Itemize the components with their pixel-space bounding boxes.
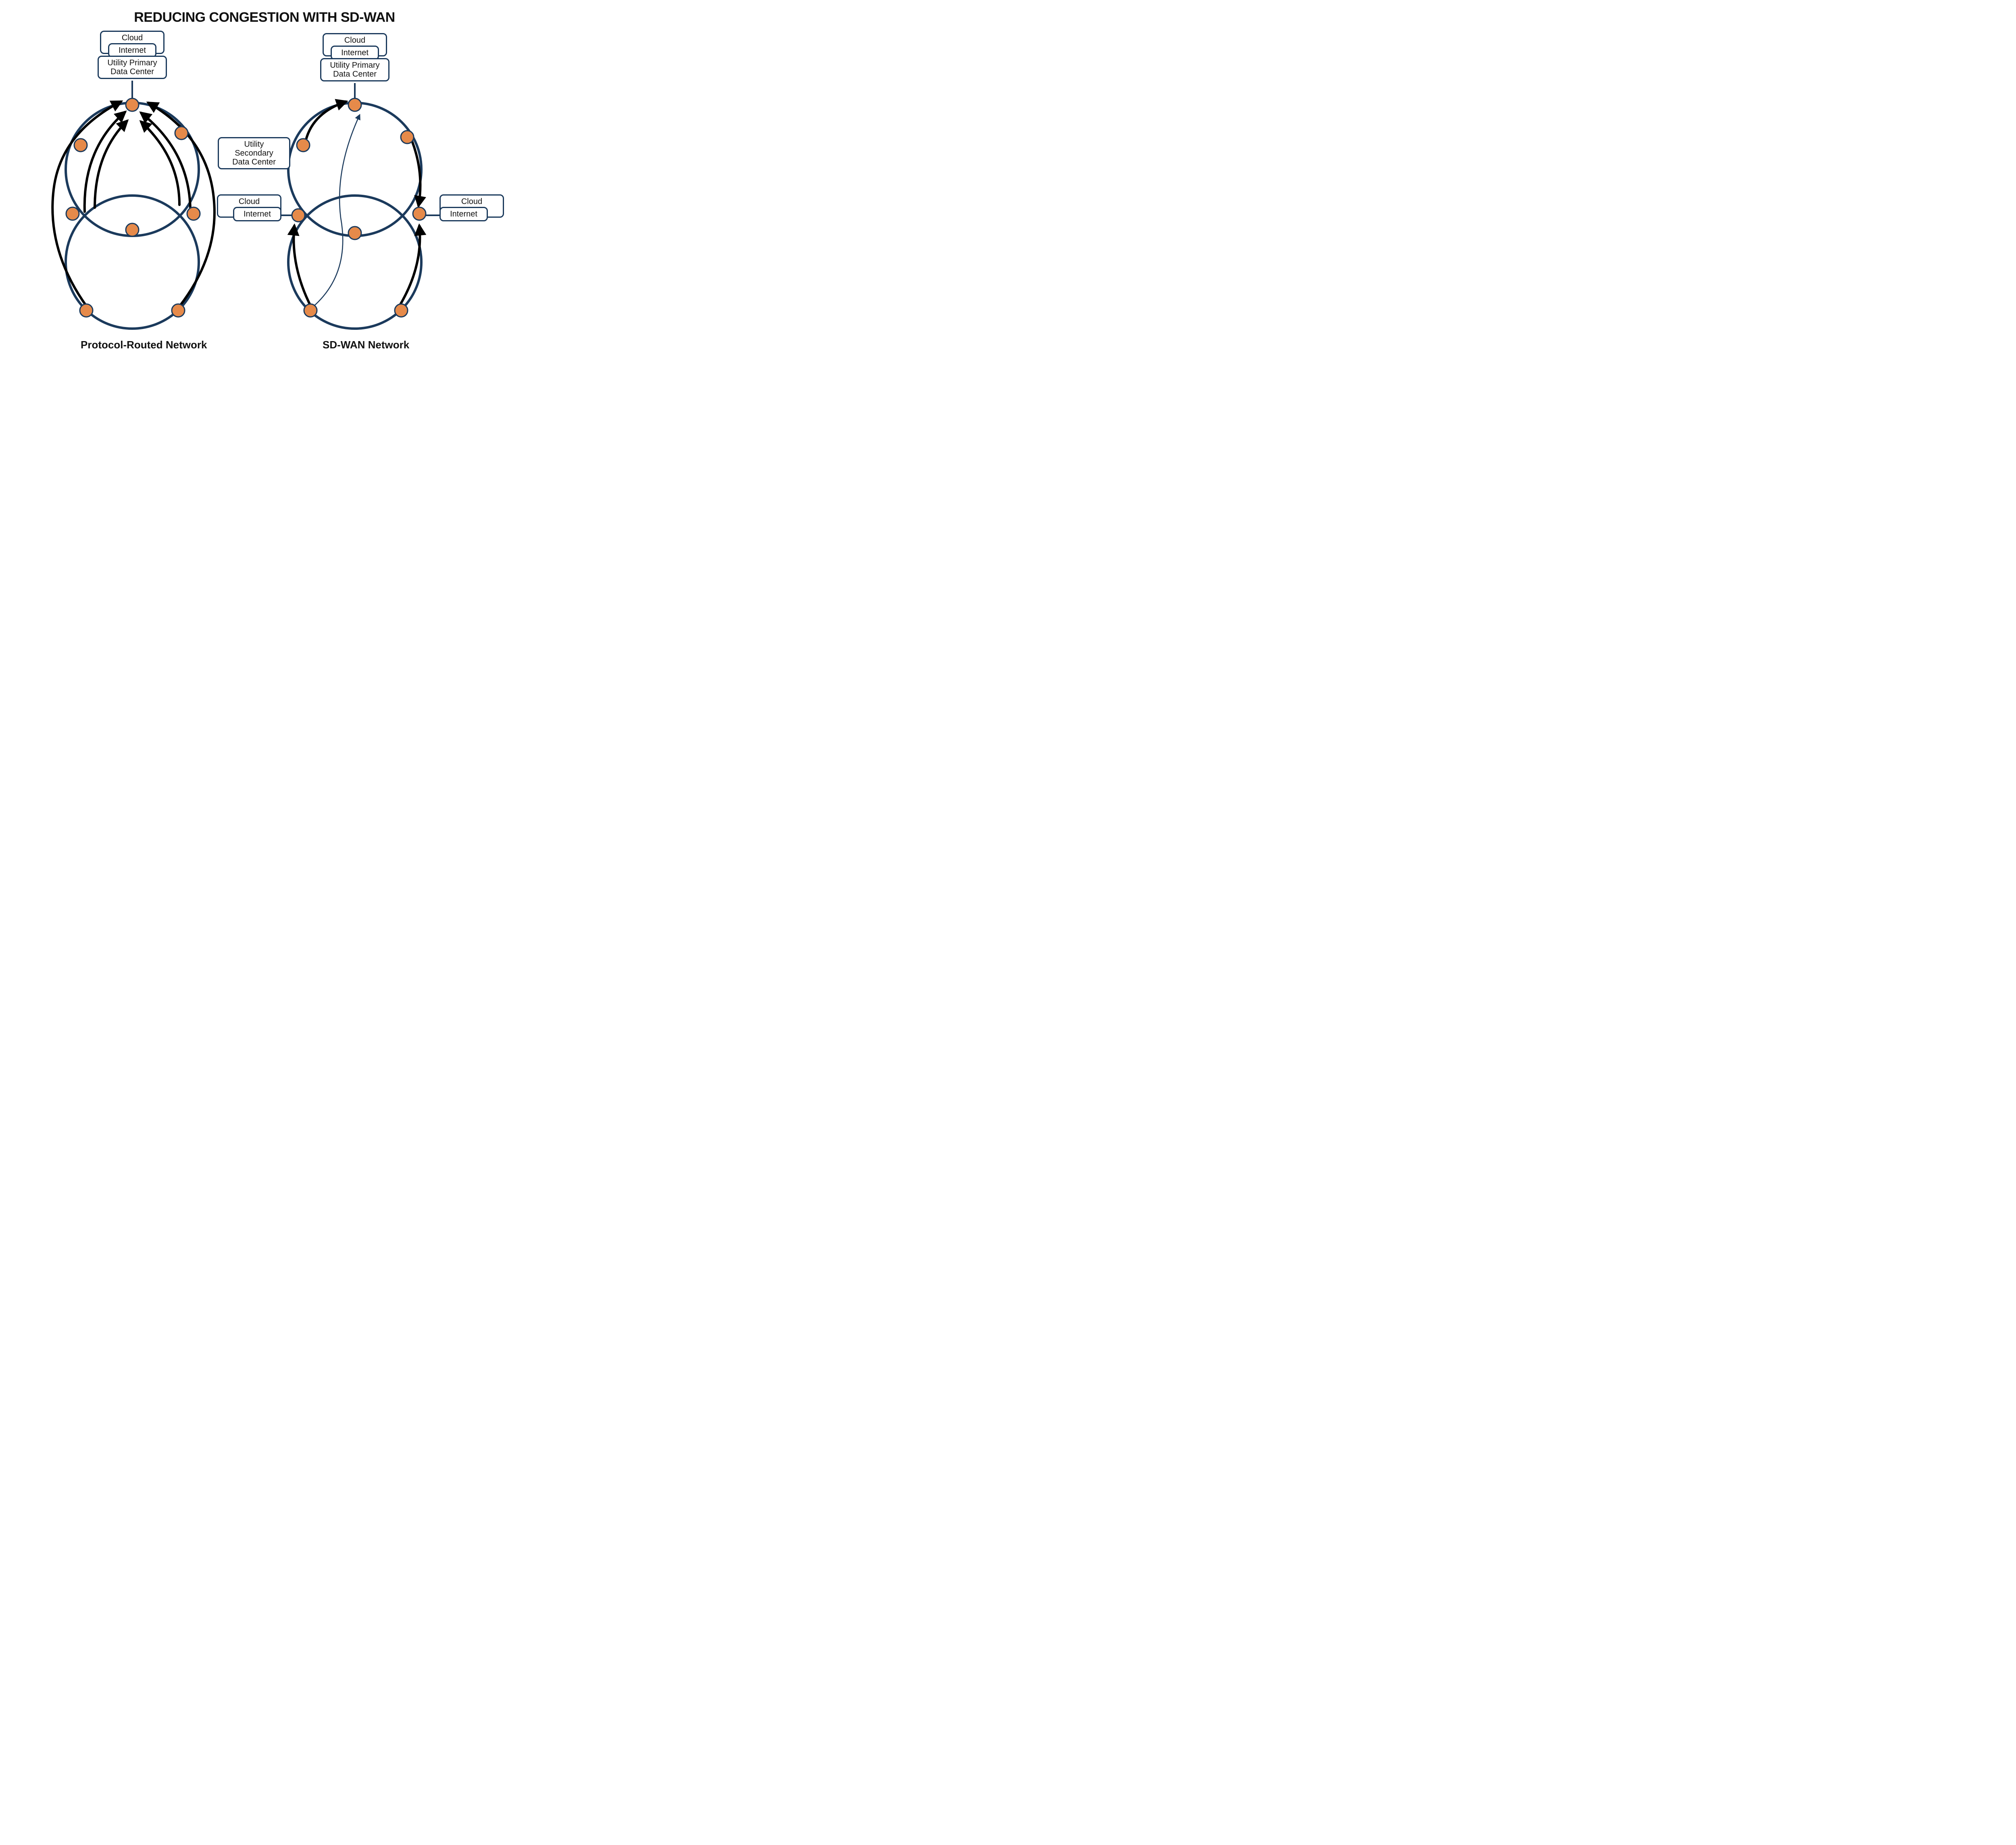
right-leftstack-1: Internet — [233, 207, 281, 221]
caption-left: Protocol-Routed Network — [81, 339, 207, 351]
right-stack-box-2: Utility PrimaryData Center — [320, 58, 389, 81]
center-secondary-label: Utility SecondaryData Center — [218, 137, 290, 169]
right-rightstack-1: Internet — [439, 207, 488, 221]
diagram-svg — [0, 0, 529, 369]
left-stack-box-2: Utility PrimaryData Center — [98, 56, 167, 79]
caption-right: SD-WAN Network — [323, 339, 409, 351]
